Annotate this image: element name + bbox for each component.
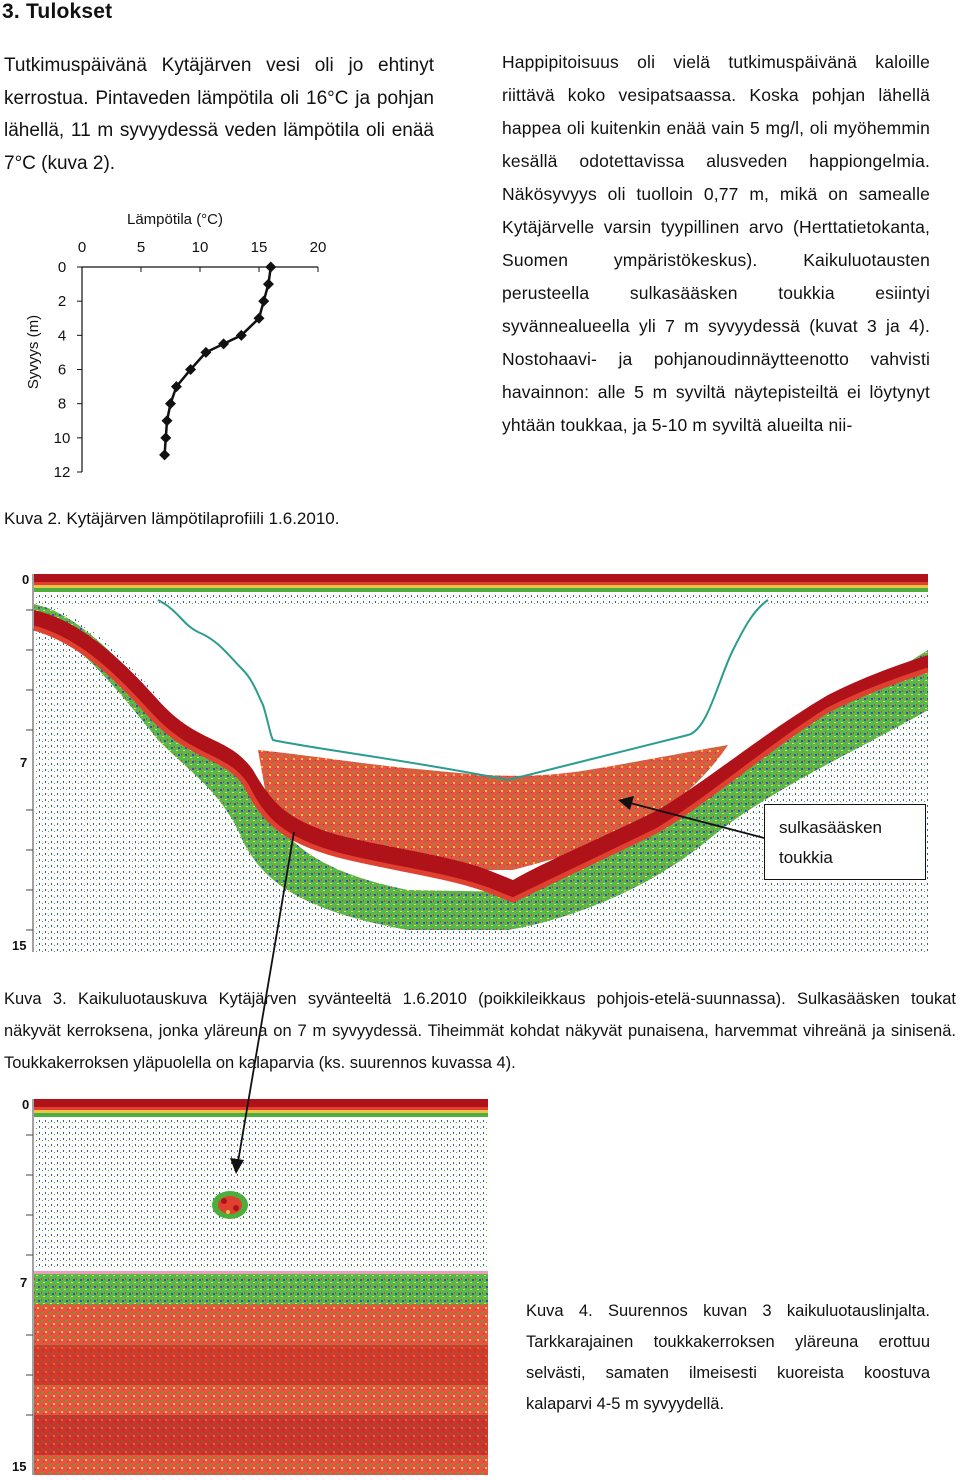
zoom-depth-label-7: 7 <box>20 1275 27 1290</box>
data-point <box>218 338 230 350</box>
larvae-callout: sulkasääsken toukkia <box>764 804 926 880</box>
x-tick-label: 20 <box>310 239 327 256</box>
data-point <box>161 415 173 427</box>
y-tick-label: 4 <box>58 327 66 344</box>
zoom-depth-label-15: 15 <box>12 1459 26 1474</box>
intro-column: Tutkimuspäivänä Kytäjärven vesi oli jo e… <box>4 50 434 180</box>
kuva4-caption-block: Kuva 4. Suurennos kuvan 3 kaikuluotausli… <box>526 1296 930 1420</box>
results-paragraph: Happipitoisuus oli vielä tutkimuspäivänä… <box>502 52 930 435</box>
kuva4-caption: Kuva 4. Suurennos kuvan 3 kaikuluotausli… <box>526 1302 930 1413</box>
y-tick-label: 10 <box>54 430 71 447</box>
zoom-larvae-top <box>34 1271 488 1274</box>
y-tick-label: 2 <box>58 293 66 310</box>
echogram-image: 0 7 15 <box>8 570 928 952</box>
zoom-depth-label-0: 0 <box>22 1097 29 1112</box>
results-column: Happipitoisuus oli vielä tutkimuspäivänä… <box>502 46 930 442</box>
section-heading: 3. Tulokset <box>2 0 113 23</box>
data-point <box>159 449 171 461</box>
y-tick-label: 0 <box>58 259 66 276</box>
kuva3-caption-block: Kuva 3. Kaikuluotauskuva Kytäjärven syvä… <box>4 983 956 1079</box>
depth-label-0: 0 <box>22 572 29 587</box>
y-tick-label: 12 <box>54 464 71 481</box>
data-point <box>200 346 212 358</box>
kuva2-caption: Kuva 2. Kytäjärven lämpötilaprofiili 1.6… <box>4 509 340 528</box>
y-tick-label: 6 <box>58 362 66 379</box>
data-point <box>265 261 277 273</box>
intro-paragraph: Tutkimuspäivänä Kytäjärven vesi oli jo e… <box>4 55 434 174</box>
x-tick-label: 15 <box>251 239 268 256</box>
x-tick-labels: 0 5 10 15 20 <box>78 239 327 256</box>
x-tick-marks <box>81 267 319 272</box>
surface-band <box>34 574 928 582</box>
x-tick-label: 5 <box>137 239 145 256</box>
temperature-profile-chart: Lämpötila (°C) Syvyys (m) 0 5 10 15 20 0 2 4 6 8… <box>25 211 327 481</box>
y-tick-labels: 0 2 4 6 8 10 12 <box>54 259 71 481</box>
y-tick-label: 8 <box>58 396 66 413</box>
y-tick-marks <box>77 266 82 473</box>
data-point <box>185 364 197 375</box>
fish-school <box>212 1191 248 1219</box>
data-point <box>253 312 265 324</box>
data-point <box>165 398 176 410</box>
depth-label-15: 15 <box>12 938 26 952</box>
teal-line <box>157 599 769 782</box>
x-tick-label: 0 <box>78 239 86 256</box>
data-point <box>235 329 247 341</box>
kuva3-caption: Kuva 3. Kaikuluotauskuva Kytäjärven syvä… <box>4 990 956 1072</box>
data-point <box>258 295 270 307</box>
data-point <box>160 432 172 444</box>
data-point <box>170 381 182 393</box>
data-point <box>262 278 274 290</box>
temperature-line <box>163 266 273 455</box>
data-markers <box>159 261 277 461</box>
depth-ticks <box>26 609 33 931</box>
chart-title: Lämpötila (°C) <box>127 211 223 228</box>
x-tick-label: 10 <box>192 239 209 256</box>
y-axis-label: Syvyys (m) <box>25 315 42 389</box>
echogram-zoom-image: 0 7 15 <box>8 1095 488 1475</box>
depth-label-7: 7 <box>20 755 27 770</box>
bottom-echo <box>34 610 928 900</box>
